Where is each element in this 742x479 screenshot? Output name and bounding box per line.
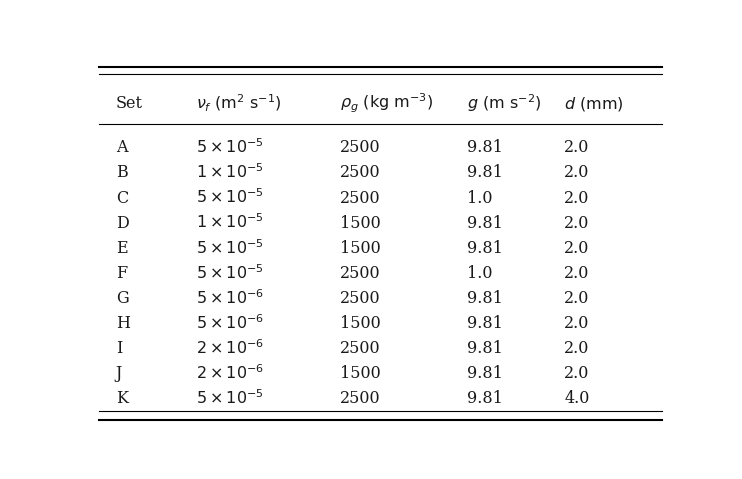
Text: 2.0: 2.0	[565, 265, 590, 282]
Text: C: C	[116, 190, 128, 206]
Text: A: A	[116, 139, 127, 156]
Text: $2 \times 10^{-6}$: $2 \times 10^{-6}$	[196, 339, 264, 358]
Text: $\nu_f\ (\mathrm{m}^2\ \mathrm{s}^{-1})$: $\nu_f\ (\mathrm{m}^2\ \mathrm{s}^{-1})$	[196, 93, 282, 114]
Text: 2.0: 2.0	[565, 215, 590, 231]
Text: 2.0: 2.0	[565, 290, 590, 307]
Text: $\rho_g\ (\mathrm{kg\ m}^{-3})$: $\rho_g\ (\mathrm{kg\ m}^{-3})$	[340, 92, 433, 115]
Text: 9.81: 9.81	[467, 215, 502, 231]
Text: 9.81: 9.81	[467, 340, 502, 357]
Text: $5 \times 10^{-5}$: $5 \times 10^{-5}$	[196, 189, 264, 207]
Text: $2 \times 10^{-6}$: $2 \times 10^{-6}$	[196, 364, 264, 383]
Text: 2.0: 2.0	[565, 139, 590, 156]
Text: 2.0: 2.0	[565, 190, 590, 206]
Text: E: E	[116, 240, 128, 257]
Text: 1.0: 1.0	[467, 190, 492, 206]
Text: I: I	[116, 340, 122, 357]
Text: 2.0: 2.0	[565, 365, 590, 382]
Text: 1500: 1500	[340, 240, 381, 257]
Text: 2.0: 2.0	[565, 164, 590, 182]
Text: $d\ \mathrm{(mm)}$: $d\ \mathrm{(mm)}$	[565, 94, 624, 113]
Text: H: H	[116, 315, 130, 332]
Text: 2.0: 2.0	[565, 240, 590, 257]
Text: Set: Set	[116, 95, 142, 112]
Text: $5 \times 10^{-5}$: $5 \times 10^{-5}$	[196, 264, 264, 283]
Text: 1500: 1500	[340, 215, 381, 231]
Text: 2500: 2500	[340, 164, 381, 182]
Text: G: G	[116, 290, 128, 307]
Text: 9.81: 9.81	[467, 240, 502, 257]
Text: 9.81: 9.81	[467, 390, 502, 407]
Text: 2.0: 2.0	[565, 340, 590, 357]
Text: $5 \times 10^{-6}$: $5 \times 10^{-6}$	[196, 314, 264, 333]
Text: $1 \times 10^{-5}$: $1 \times 10^{-5}$	[196, 163, 264, 182]
Text: J: J	[116, 365, 122, 382]
Text: 9.81: 9.81	[467, 290, 502, 307]
Text: 1500: 1500	[340, 315, 381, 332]
Text: $g\ (\mathrm{m\ s}^{-2})$: $g\ (\mathrm{m\ s}^{-2})$	[467, 93, 541, 114]
Text: 1500: 1500	[340, 365, 381, 382]
Text: 2500: 2500	[340, 190, 381, 206]
Text: D: D	[116, 215, 128, 231]
Text: 9.81: 9.81	[467, 365, 502, 382]
Text: K: K	[116, 390, 128, 407]
Text: $1 \times 10^{-5}$: $1 \times 10^{-5}$	[196, 214, 264, 232]
Text: F: F	[116, 265, 127, 282]
Text: 2.0: 2.0	[565, 315, 590, 332]
Text: 9.81: 9.81	[467, 139, 502, 156]
Text: 2500: 2500	[340, 340, 381, 357]
Text: $5 \times 10^{-5}$: $5 \times 10^{-5}$	[196, 239, 264, 258]
Text: 4.0: 4.0	[565, 390, 590, 407]
Text: $5 \times 10^{-5}$: $5 \times 10^{-5}$	[196, 389, 264, 408]
Text: $5 \times 10^{-5}$: $5 \times 10^{-5}$	[196, 138, 264, 157]
Text: B: B	[116, 164, 128, 182]
Text: 2500: 2500	[340, 139, 381, 156]
Text: 9.81: 9.81	[467, 164, 502, 182]
Text: 9.81: 9.81	[467, 315, 502, 332]
Text: 2500: 2500	[340, 290, 381, 307]
Text: 2500: 2500	[340, 390, 381, 407]
Text: 1.0: 1.0	[467, 265, 492, 282]
Text: $5 \times 10^{-6}$: $5 \times 10^{-6}$	[196, 289, 264, 308]
Text: 2500: 2500	[340, 265, 381, 282]
